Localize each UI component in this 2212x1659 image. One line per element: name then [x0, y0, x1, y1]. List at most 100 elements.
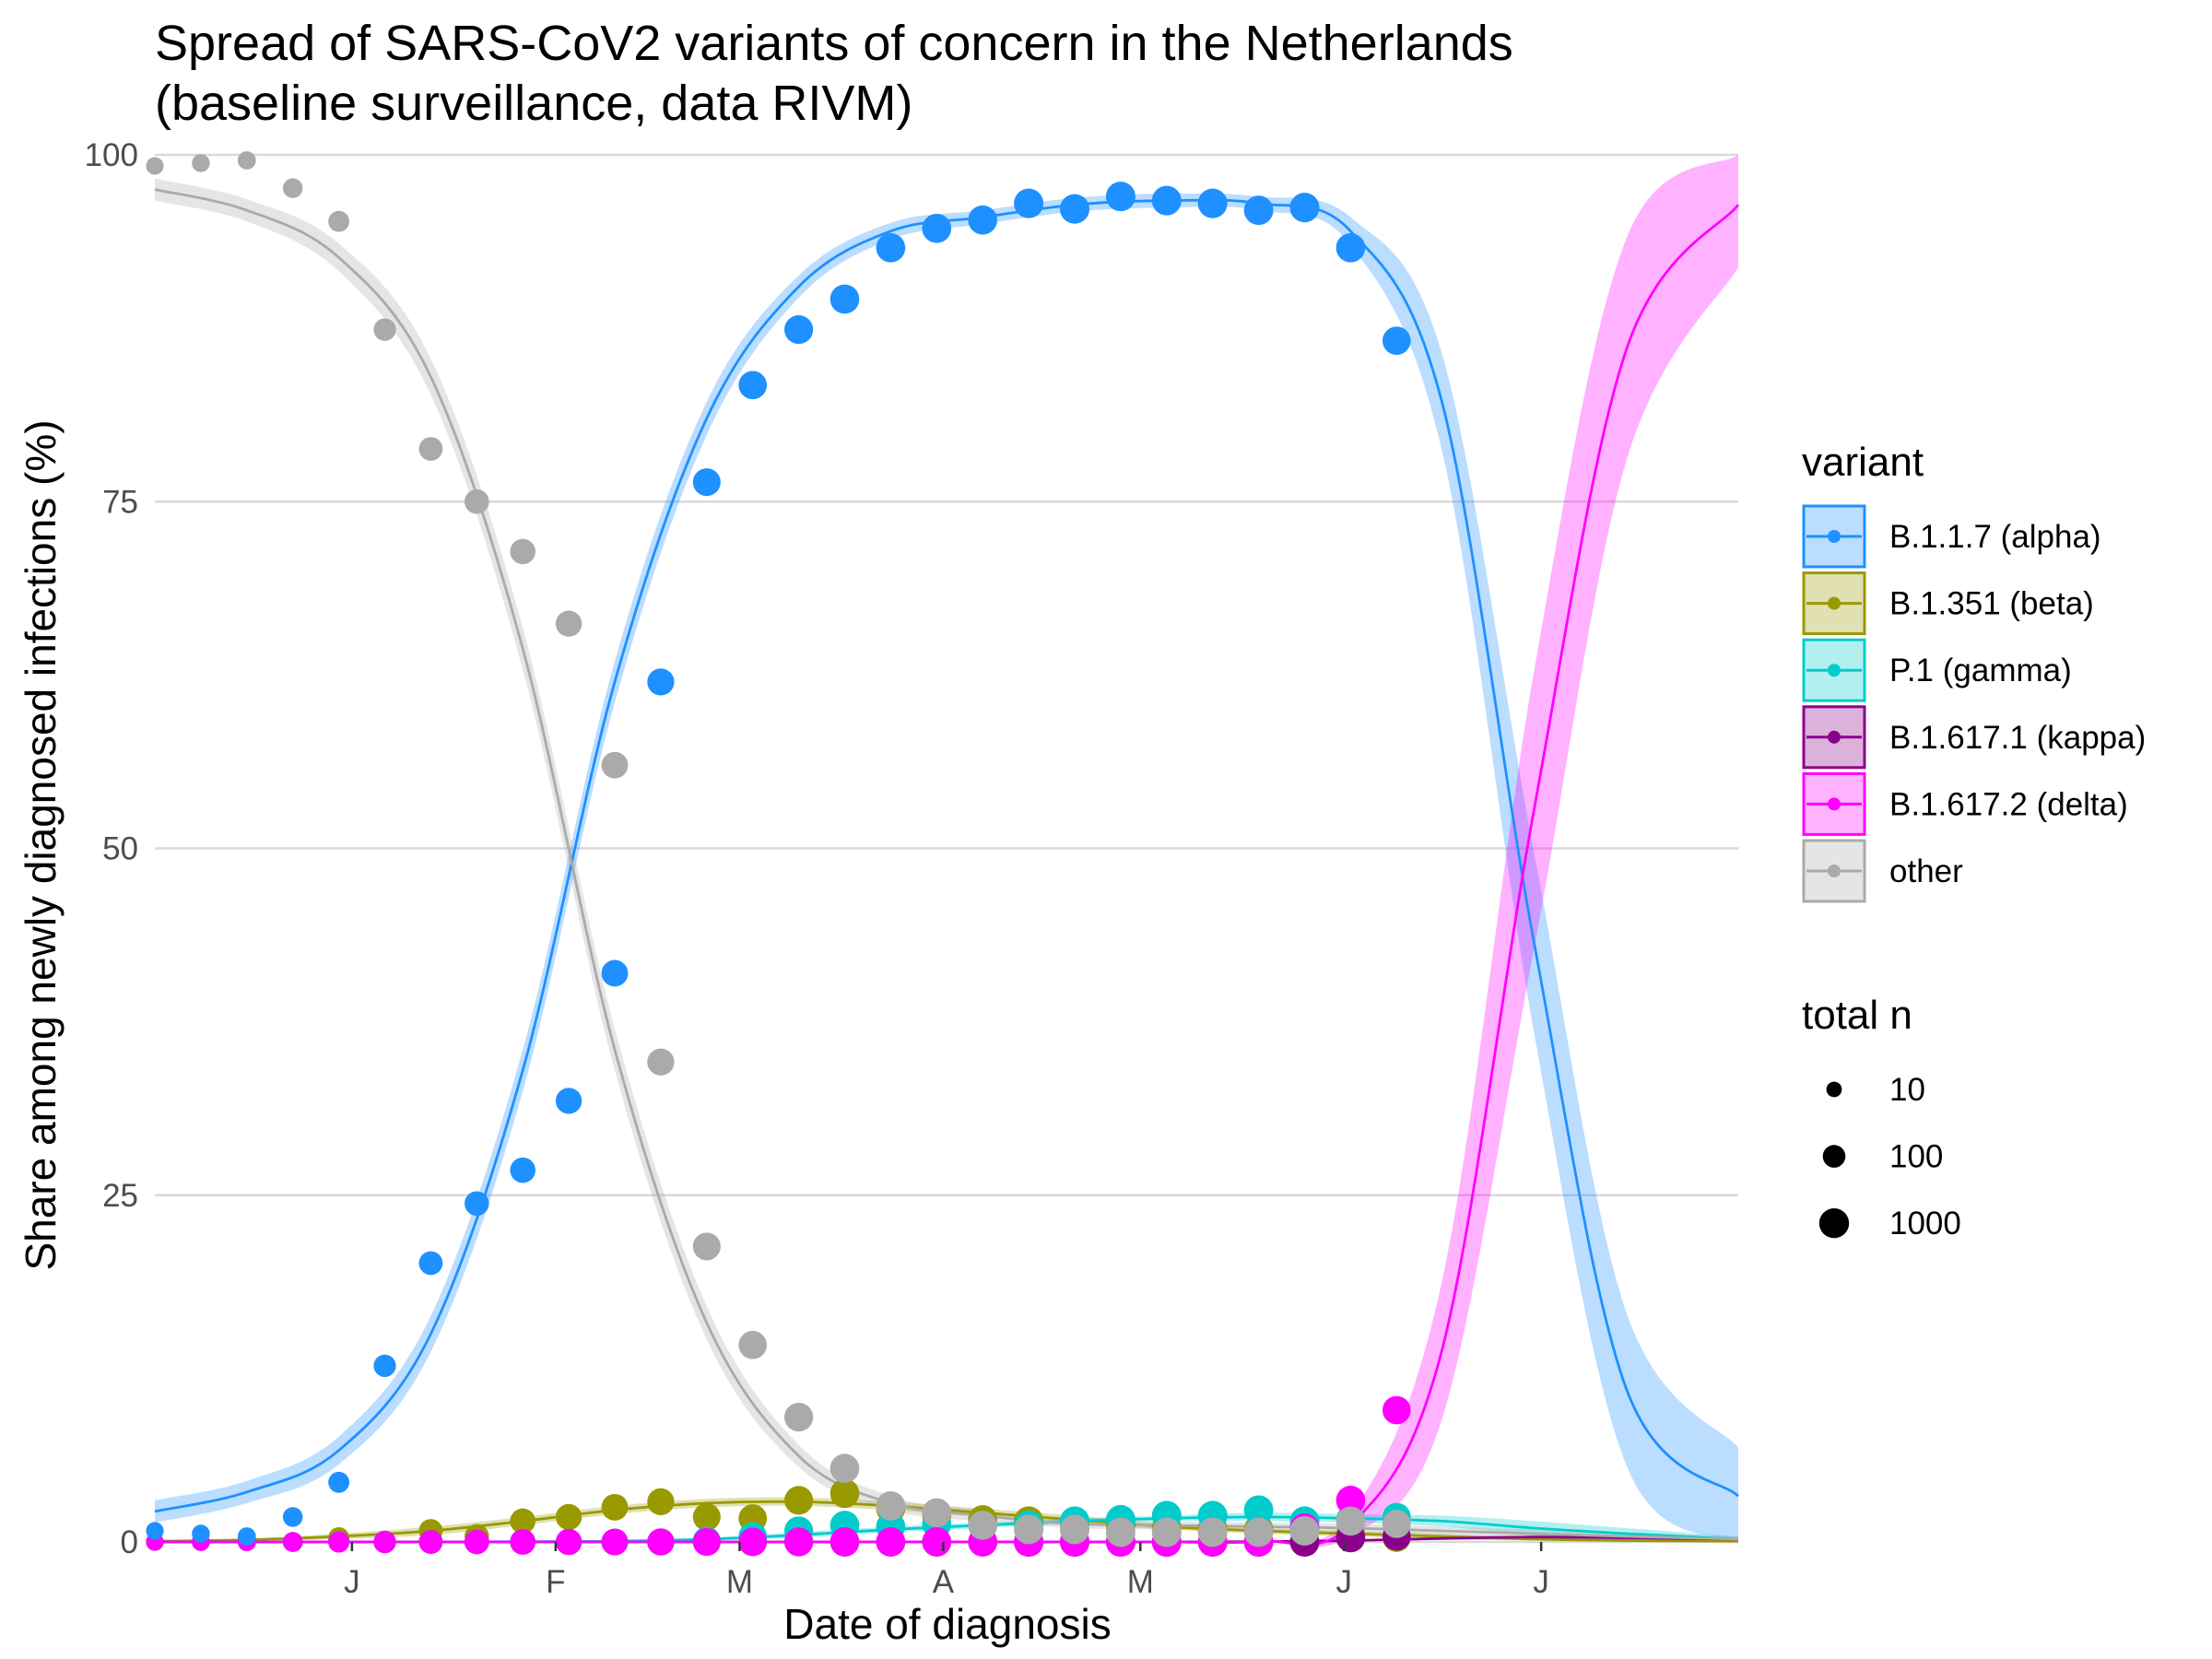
- point-b-1-1-7-alpha: [146, 1522, 164, 1540]
- point-other: [1059, 1514, 1090, 1545]
- confidence-bands: [155, 155, 1738, 1547]
- point-b-1-1-7-alpha: [328, 1471, 350, 1493]
- point-p-1-gamma: [1243, 1495, 1274, 1525]
- point-other: [830, 1453, 860, 1484]
- chart-title-line-1: Spread of SARS-CoV2 variants of concern …: [155, 16, 1513, 71]
- point-b-1-617-2-delta: [373, 1530, 396, 1554]
- point-b-1-1-7-alpha: [465, 1191, 489, 1217]
- point-b-1-617-2-delta: [510, 1529, 535, 1555]
- band-b-1-1-7-alpha: [155, 193, 1738, 1543]
- x-tick-label-1: F: [546, 1564, 565, 1600]
- point-b-1-617-2-delta: [1335, 1486, 1366, 1515]
- point-b-1-617-2-delta: [465, 1529, 489, 1555]
- legend-color-items: B.1.1.7 (alpha) B.1.351 (beta) P.1 (gamma)…: [1802, 504, 2146, 903]
- point-other: [738, 1330, 768, 1359]
- point-b-1-1-7-alpha: [418, 1251, 443, 1276]
- point-other: [968, 1511, 998, 1540]
- point-other: [555, 610, 582, 637]
- point-b-1-1-7-alpha: [237, 1527, 256, 1546]
- point-b-1-1-7-alpha: [876, 233, 906, 263]
- legend-size-label-1000: 1000: [1889, 1206, 1961, 1241]
- band-b-1-617-2-delta: [155, 155, 1738, 1547]
- y-tick-label-0: 0: [121, 1524, 138, 1560]
- x-tick-label-0: J: [344, 1564, 360, 1600]
- legend-size-dot-10: [1826, 1081, 1842, 1098]
- legend-size-label-10: 10: [1889, 1072, 1925, 1108]
- legend-key-dot-b-1-351-beta: [1828, 596, 1841, 610]
- legend-size-label-100: 100: [1889, 1139, 1943, 1175]
- fit-lines: [154, 188, 1740, 1546]
- point-b-1-617-2-delta: [328, 1531, 350, 1553]
- point-b-1-351-beta: [692, 1502, 721, 1531]
- point-b-1-1-7-alpha: [968, 205, 998, 235]
- point-other: [1014, 1514, 1044, 1545]
- point-other: [1243, 1517, 1274, 1547]
- point-other: [922, 1498, 952, 1528]
- point-b-1-1-7-alpha: [1335, 233, 1366, 263]
- y-axis-ticks: 0 25 50 75 100: [85, 137, 138, 1560]
- point-other: [1105, 1517, 1135, 1547]
- y-tick-label-50: 50: [102, 831, 138, 867]
- point-other: [237, 151, 256, 170]
- point-b-1-1-7-alpha: [192, 1524, 210, 1543]
- point-b-1-1-7-alpha: [1059, 194, 1090, 224]
- gridlines: [155, 153, 1738, 1544]
- point-b-1-1-7-alpha: [282, 1507, 303, 1527]
- fit-line-other: [154, 188, 1739, 1541]
- y-tick-label-100: 100: [85, 137, 138, 173]
- fit-line-b-1-1-7-alpha: [154, 198, 1739, 1513]
- legend: variant B.1.1.7 (alpha) B.1.351 (beta) P.1…: [1802, 440, 2146, 1241]
- data-points: [146, 151, 1411, 1558]
- point-b-1-617-2-delta: [418, 1530, 443, 1554]
- point-b-1-617-2-delta: [555, 1528, 582, 1556]
- point-other: [192, 154, 210, 172]
- legend-label-b-1-1-7-alpha: B.1.1.7 (alpha): [1889, 519, 2101, 555]
- point-b-1-617-2-delta: [692, 1527, 721, 1557]
- point-other: [1335, 1506, 1366, 1536]
- x-tick-label-2: M: [726, 1564, 753, 1600]
- point-b-1-351-beta: [830, 1478, 860, 1509]
- legend-key-dot-p-1-gamma: [1828, 664, 1841, 677]
- legend-label-b-1-617-2-delta: B.1.617.2 (delta): [1889, 786, 2128, 822]
- y-axis-title: Share among newly diagnosed infections (…: [17, 419, 65, 1270]
- point-b-1-617-2-delta: [282, 1532, 303, 1552]
- point-other: [692, 1232, 721, 1261]
- point-other: [601, 751, 629, 779]
- point-other: [146, 157, 164, 175]
- point-b-1-351-beta: [647, 1488, 675, 1516]
- legend-label-other: other: [1889, 853, 1963, 889]
- legend-key-dot-b-1-617-1-kappa: [1828, 730, 1841, 744]
- x-tick-label-6: J: [1533, 1564, 1549, 1600]
- point-other: [1197, 1517, 1228, 1547]
- legend-key-dot-other: [1828, 865, 1841, 877]
- point-b-1-617-2-delta: [738, 1527, 768, 1557]
- point-b-1-1-7-alpha: [922, 213, 952, 243]
- point-b-1-1-7-alpha: [1197, 188, 1228, 218]
- point-b-1-617-2-delta: [647, 1528, 675, 1556]
- point-other: [876, 1491, 906, 1521]
- legend-size-items: 10 100 1000: [1818, 1072, 1961, 1241]
- point-other: [1289, 1515, 1320, 1546]
- point-b-1-1-7-alpha: [784, 315, 814, 345]
- chart-title-line-2: (baseline surveillance, data RIVM): [155, 76, 912, 131]
- point-b-1-617-2-delta: [601, 1528, 629, 1556]
- point-b-1-1-7-alpha: [1014, 188, 1044, 218]
- point-b-1-1-7-alpha: [601, 959, 629, 987]
- point-b-1-1-7-alpha: [647, 668, 675, 696]
- point-b-1-1-7-alpha: [1243, 195, 1274, 226]
- x-axis-title: Date of diagnosis: [783, 1600, 1111, 1648]
- point-b-1-1-7-alpha: [1105, 182, 1135, 212]
- legend-label-b-1-351-beta: B.1.351 (beta): [1889, 586, 2094, 622]
- legend-key-dot-b-1-617-2-delta: [1828, 797, 1841, 811]
- point-b-1-1-7-alpha: [510, 1157, 535, 1183]
- legend-size-dot-1000: [1818, 1208, 1850, 1239]
- point-b-1-1-7-alpha: [1382, 326, 1411, 356]
- point-b-1-617-2-delta: [876, 1527, 906, 1557]
- point-b-1-351-beta: [784, 1486, 814, 1515]
- band-other: [155, 178, 1738, 1543]
- point-other: [647, 1048, 675, 1076]
- legend-size-dot-100: [1822, 1145, 1846, 1168]
- point-b-1-617-2-delta: [830, 1527, 860, 1557]
- point-b-1-351-beta: [601, 1493, 629, 1521]
